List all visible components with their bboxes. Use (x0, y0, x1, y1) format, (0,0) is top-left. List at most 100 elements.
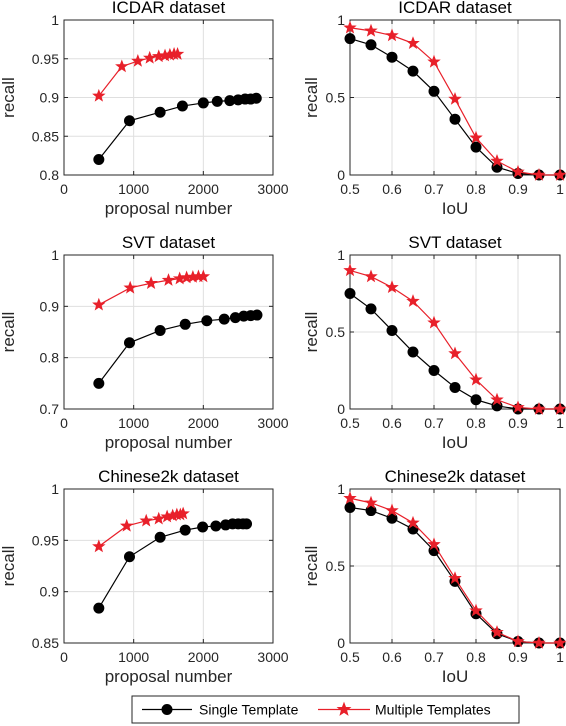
data-point-star (427, 315, 441, 329)
x-tick-label: 0.5 (340, 181, 360, 197)
data-point-star (406, 294, 420, 307)
data-point-star (553, 401, 566, 415)
data-point-circle (201, 315, 213, 327)
series-multiple-templates (343, 263, 566, 415)
data-point-circle (407, 65, 419, 77)
data-point-star (131, 54, 145, 67)
y-tick-label: 0.85 (32, 635, 59, 651)
data-point-star (511, 164, 525, 178)
data-point-star (385, 503, 399, 517)
data-point-star (92, 539, 106, 553)
x-axis-label: IoU (442, 199, 468, 218)
data-point-star (142, 50, 157, 64)
data-point-circle (470, 394, 482, 406)
x-tick-label: 0 (60, 415, 68, 431)
data-point-circle (241, 518, 253, 530)
y-tick-label: 1 (337, 481, 345, 497)
data-point-circle (449, 113, 461, 125)
data-point-star (427, 54, 441, 68)
data-point-star (123, 280, 137, 294)
x-tick-label: 1000 (118, 415, 149, 431)
data-point-star (196, 269, 211, 283)
x-tick-label: 1 (556, 649, 564, 665)
y-axis-label: recall (0, 312, 18, 353)
data-point-star (511, 634, 525, 648)
data-point-star (490, 625, 504, 638)
chart-panel-1: 0 1000 2000 3000 0.8 0.85 0.9 0.95 1 ICDAR datase… (0, 0, 289, 218)
data-point-circle (176, 100, 188, 112)
x-tick-label: 0.6 (382, 415, 402, 431)
chart-title: ICDAR dataset (112, 0, 226, 17)
data-point-circle (197, 521, 209, 533)
y-tick-label: 1 (337, 247, 345, 263)
y-tick-label: 0.9 (40, 90, 60, 106)
x-axis-label: proposal number (105, 667, 233, 686)
data-point-star (490, 153, 504, 167)
chart-panel-3: 0 1000 2000 3000 0.7 0.8 0.9 1 SVT dataset propos… (0, 233, 289, 452)
x-tick-label: 1000 (118, 181, 149, 197)
data-point-circle (123, 115, 135, 127)
series-multiple-templates (92, 506, 190, 553)
x-tick-label: 0.7 (424, 649, 444, 665)
x-tick-label: 3000 (257, 649, 288, 665)
x-tick-label: 1000 (118, 649, 149, 665)
data-point-star (385, 28, 399, 42)
data-point-star (469, 603, 483, 617)
x-tick-label: 0.9 (508, 415, 528, 431)
data-point-star (448, 571, 462, 585)
series-single-template (93, 309, 263, 389)
axes-frame (63, 488, 274, 644)
chart-panel-5: 0 1000 2000 3000 0.85 0.9 0.95 1 Chinese2k datas… (0, 467, 289, 686)
data-point-star (469, 372, 483, 386)
data-point-circle (154, 106, 166, 118)
x-axis-label: IoU (442, 433, 468, 452)
data-point-star (152, 511, 166, 525)
data-point-star (511, 400, 525, 414)
data-point-star (92, 88, 106, 102)
legend-marker-star (336, 701, 352, 716)
data-point-star (448, 91, 462, 105)
data-point-circle (386, 324, 398, 336)
y-tick-label: 0.7 (40, 401, 60, 417)
data-point-star (406, 515, 420, 529)
data-point-star (364, 495, 378, 509)
y-tick-label: 0.5 (326, 324, 346, 340)
x-tick-label: 1 (556, 181, 564, 197)
data-point-circle (154, 324, 166, 336)
x-tick-label: 0.6 (382, 649, 402, 665)
series-multiple-templates (343, 20, 566, 181)
data-point-star (364, 23, 378, 37)
x-tick-label: 3000 (257, 415, 288, 431)
data-point-circle (407, 346, 419, 358)
y-tick-label: 0 (337, 401, 345, 417)
y-tick-label: 1 (51, 247, 59, 263)
x-tick-label: 0.8 (466, 649, 486, 665)
data-point-circle (197, 97, 209, 109)
y-tick-label: 0.5 (326, 558, 346, 574)
y-axis-label: recall (302, 77, 321, 118)
series-single-template (93, 92, 262, 165)
x-tick-label: 0.7 (424, 415, 444, 431)
data-point-star (115, 59, 129, 73)
data-point-star (343, 491, 357, 504)
legend-label-multiple-templates: Multiple Templates (375, 702, 491, 718)
x-tick-label: 0.8 (466, 181, 486, 197)
y-tick-label: 0.9 (40, 298, 60, 314)
legend-item-single-template: Single Template (142, 702, 299, 718)
y-axis-label: recall (302, 546, 321, 587)
x-axis-label: IoU (442, 667, 468, 686)
x-tick-label: 3000 (257, 181, 288, 197)
data-point-star (427, 537, 441, 551)
chart-title: Chinese2k dataset (385, 467, 526, 486)
x-tick-label: 2000 (188, 181, 219, 197)
x-tick-label: 0.9 (508, 649, 528, 665)
legend: Single Template Multiple Templates (131, 695, 520, 724)
x-tick-label: 0.5 (340, 415, 360, 431)
x-tick-label: 0.9 (508, 181, 528, 197)
data-point-circle (428, 365, 440, 376)
series-single-template (93, 518, 253, 614)
data-point-circle (179, 318, 191, 330)
data-point-circle (211, 95, 223, 107)
